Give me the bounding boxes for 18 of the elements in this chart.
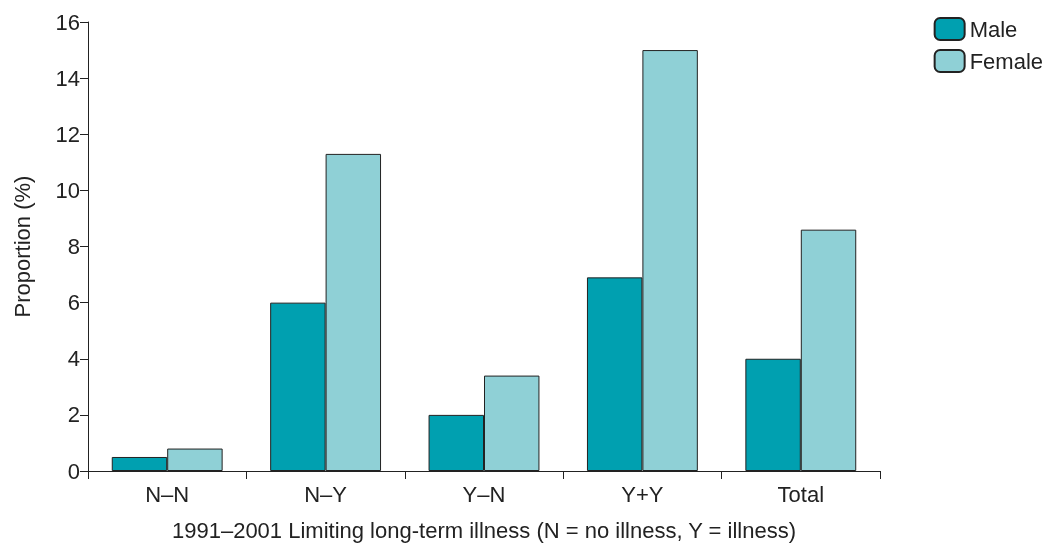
x-tick-label: Total [777,481,825,507]
x-tick-label: N–Y [304,481,348,507]
x-axis-title: 1991–2001 Limiting long-term illness (N = no illness, Y = illness) [171,517,797,543]
y-tick-label: 2 [67,402,80,428]
legend-label: Female [969,48,1043,74]
y-tick-label: 6 [67,290,80,316]
y-tick-label: 14 [55,65,80,91]
y-tick-label: 10 [55,177,80,203]
x-tick-label: N–N [145,481,190,507]
x-tick-label: Y+Y [621,481,664,507]
y-tick-label: 12 [55,121,80,147]
y-tick-label: 4 [67,346,80,372]
y-tick-label: 16 [55,9,80,35]
y-tick-label: 8 [67,234,80,259]
y-axis-title: Proportion (%) [9,175,35,318]
y-tick-label: 0 [67,458,80,484]
legend-label: Male [969,16,1018,42]
x-tick-label: Y–N [462,481,506,507]
